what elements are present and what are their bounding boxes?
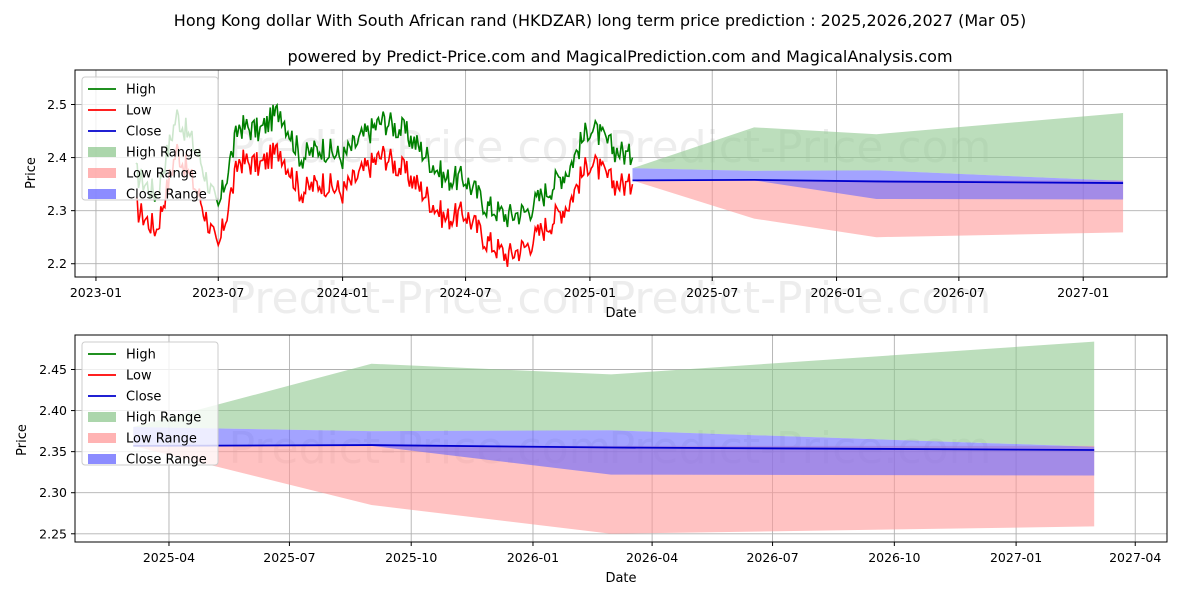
legend-low-label: Low xyxy=(126,369,152,384)
high-range-band xyxy=(133,341,1095,447)
x-tick-label: 2026-04 xyxy=(626,550,678,565)
x-tick-label: 2025-07 xyxy=(263,550,315,565)
history-panel: 2023-01 2023-07 2024-01 2024-07 2025-01 2025-… xyxy=(24,69,1168,321)
high-series-line xyxy=(135,102,634,228)
x-tick-label: 2025-10 xyxy=(385,550,437,565)
x-tick-label: 2024-01 xyxy=(316,285,368,300)
chart-title: Hong Kong dollar With South African rand… xyxy=(174,11,1026,30)
y-tick-label: 2.3 xyxy=(47,203,67,218)
y-tick-label: 2.30 xyxy=(39,485,67,500)
close-series-line xyxy=(632,178,1124,184)
close-range-band xyxy=(632,168,1124,200)
x-tick-label: 2026-01 xyxy=(810,285,862,300)
x-tick-label: 2027-01 xyxy=(1057,285,1109,300)
legend-close-range-swatch xyxy=(88,189,116,199)
y-tick-label: 2.25 xyxy=(39,526,67,541)
legend-close-label: Close xyxy=(126,390,161,405)
legend-close-label: Close xyxy=(126,125,161,140)
legend-low-range-label: Low Range xyxy=(126,432,197,447)
legend-low-range-swatch xyxy=(88,168,116,178)
x-tick-label: 2024-07 xyxy=(439,285,491,300)
legend-high-range-swatch xyxy=(88,412,116,422)
high-range-band xyxy=(632,112,1124,181)
legend-close-range-label: Close Range xyxy=(126,188,207,203)
x-tick-label: 2026-07 xyxy=(933,285,985,300)
x-tick-label: 2025-01 xyxy=(564,285,616,300)
watermark: Predict-Price.com xyxy=(229,273,612,324)
close-range-band xyxy=(133,427,1095,476)
y-tick-label: 2.4 xyxy=(47,150,67,165)
history-legend: High Low Close High Range Low Range Close Ran… xyxy=(81,76,219,203)
watermark: Predict-Price.com xyxy=(609,273,992,324)
forecast-panel: 2025-04 2025-07 2025-10 2026-01 2026-04 2026-… xyxy=(15,334,1168,586)
y-tick-label: 2.45 xyxy=(39,362,67,377)
history-plot-frame xyxy=(74,69,1168,278)
x-tick-label: 2026-07 xyxy=(746,550,798,565)
y-tick-label: 2.5 xyxy=(47,97,67,112)
x-tick-label: 2027-01 xyxy=(990,550,1042,565)
forecast-x-label: Date xyxy=(605,571,636,586)
legend-high-range-label: High Range xyxy=(126,146,201,161)
x-tick-label: 2025-04 xyxy=(143,550,195,565)
legend-high-range-label: High Range xyxy=(126,411,201,426)
legend-high-label: High xyxy=(126,348,156,363)
low-series-line xyxy=(135,142,634,267)
legend-low-range-label: Low Range xyxy=(126,167,197,182)
y-tick-label: 2.40 xyxy=(39,403,67,418)
x-tick-label: 2023-07 xyxy=(192,285,244,300)
x-tick-label: 2023-01 xyxy=(70,285,122,300)
forecast-y-label: Price xyxy=(15,424,30,456)
legend-high-label: High xyxy=(126,83,156,98)
legend-close-range-swatch xyxy=(88,454,116,464)
forecast-legend: High Low Close High Range Low Range Close Ran… xyxy=(81,341,219,468)
legend-low-range-swatch xyxy=(88,433,116,443)
legend-high-range-swatch xyxy=(88,147,116,157)
y-tick-label: 2.35 xyxy=(39,444,67,459)
chart-subtitle: powered by Predict-Price.com and Magical… xyxy=(287,47,952,66)
y-tick-label: 2.2 xyxy=(47,256,67,271)
x-tick-label: 2026-01 xyxy=(507,550,559,565)
x-tick-label: 2025-07 xyxy=(686,285,738,300)
x-tick-label: 2026-10 xyxy=(868,550,920,565)
legend-low-label: Low xyxy=(126,104,152,119)
history-y-label: Price xyxy=(24,157,39,189)
legend-close-range-label: Close Range xyxy=(126,453,207,468)
x-tick-label: 2027-04 xyxy=(1109,550,1161,565)
history-x-label: Date xyxy=(605,306,636,321)
close-series-line xyxy=(133,444,1095,451)
forecast-plot-frame xyxy=(74,334,1168,543)
